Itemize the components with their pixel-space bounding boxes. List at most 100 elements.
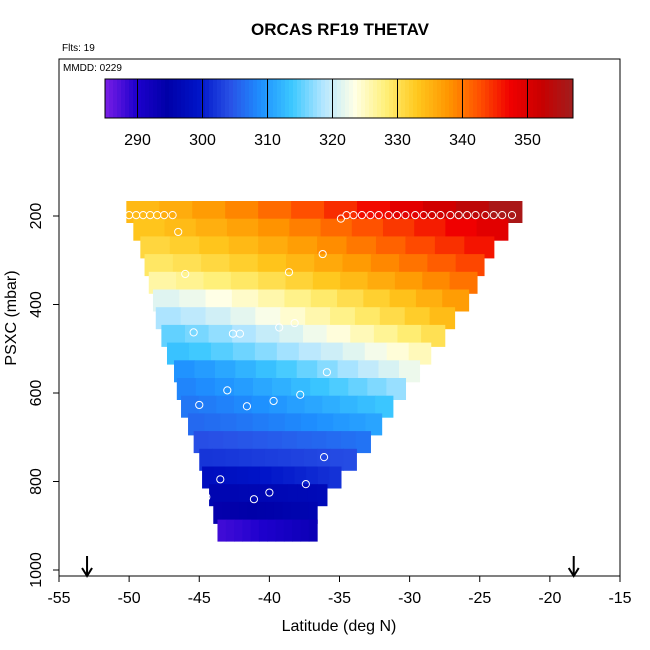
colorbar-swatch [441,79,446,118]
heatmap-cell [308,501,318,524]
heatmap-cell [144,254,174,277]
colorbar-swatch [317,79,322,118]
heatmap-cell [367,271,396,294]
heatmap-cell [317,484,328,507]
heatmap-cell [342,254,372,277]
heatmap-cell [152,289,180,312]
x-tick-label: -50 [118,590,141,607]
colorbar-swatch [565,79,570,118]
observation-point [269,396,278,406]
colorbar-swatch [141,79,146,118]
heatmap-cell [399,254,428,277]
heatmap-cell [235,360,257,383]
heatmap-cell [354,307,381,330]
heatmap-cell [303,324,328,347]
x-tick-label: -20 [538,590,561,607]
heatmap-cell [155,307,182,330]
heatmap-cell [148,271,177,294]
colorbar-swatch [397,79,402,118]
colorbar-swatch [469,79,474,118]
colorbar-swatch [201,79,206,118]
heatmap-cell [298,342,322,365]
colorbar-swatch [181,79,186,118]
heatmap-row [217,519,318,542]
colorbar-swatch [537,79,542,118]
heatmap-cell [294,466,307,489]
heatmap-cell [405,236,436,259]
observation-point [498,211,507,220]
colorbar-swatch [329,79,334,118]
heatmap-cell [268,413,286,436]
x-tick-label: -35 [328,590,351,607]
heatmap-cell [176,378,197,400]
heatmap-cell [488,201,523,223]
heatmap-row [202,466,342,489]
colorbar-swatch [149,79,154,118]
heatmap-cell [434,236,465,259]
colorbar-swatch [325,79,330,118]
observation-point [392,211,402,220]
heatmap-cell [247,501,258,524]
observation-point [301,480,310,489]
observation-point [290,318,299,328]
colorbar-swatch [189,79,194,118]
heatmap-cell [172,254,202,277]
colorbar-swatch [461,79,466,118]
heatmap-cell [287,236,318,259]
heatmap-cell [202,466,215,489]
colorbar-swatch [445,79,450,118]
heatmap-cell [213,466,226,489]
observation-point [427,211,437,220]
colorbar-swatch [109,79,114,118]
colorbar-swatch [289,79,294,118]
heatmap-cell [225,519,235,542]
heatmap-cell [269,395,288,418]
heatmap-cell [367,378,387,400]
colorbar-swatch [173,79,178,118]
heatmap-cell [317,360,339,383]
colorbar-swatch [549,79,554,118]
colorbar-swatch [369,79,374,118]
heatmap-cell [230,501,240,524]
x-tick-label: -40 [258,590,281,607]
colorbar-swatch [233,79,238,118]
heatmap-cell [290,448,305,471]
heatmap-cell [239,501,249,524]
heatmap-cell [267,519,277,542]
heatmap-cell [389,289,417,312]
heatmap-cell [340,431,357,454]
heatmap-cell [256,501,266,524]
colorbar-tick-label: 330 [384,132,411,149]
heatmap-cell [297,484,308,507]
heatmap-cell [286,395,306,418]
observation-point [319,453,329,462]
colorbar-swatch [185,79,190,118]
colorbar-swatch [337,79,342,118]
colorbar-swatch [125,79,130,118]
colorbar-swatch [165,79,170,118]
heatmap-cell [308,519,318,542]
heatmap-row [193,431,371,454]
heatmap-cell [210,342,234,365]
heatmap-cell [348,378,368,400]
heatmap-cell [258,271,287,294]
heatmap-cell [188,413,205,436]
heatmap-cell [455,254,485,277]
colorbar-swatch [405,79,410,118]
heatmap-cell [304,395,323,418]
colorbar-swatch [545,79,550,118]
observation-point [160,211,169,220]
heatmap-cell [250,519,260,542]
colorbar-tick-label: 290 [124,132,151,149]
colorbar-swatch [493,79,498,118]
heatmap-row [176,378,407,400]
heatmap-cell [236,466,249,489]
heatmap-cell [252,431,268,454]
heatmap-cell [225,448,240,471]
heatmap-cell [339,395,359,418]
colorbar-swatch [349,79,354,118]
colorbar-swatch [385,79,390,118]
colorbar-swatch [269,79,274,118]
observation-point [446,211,455,220]
